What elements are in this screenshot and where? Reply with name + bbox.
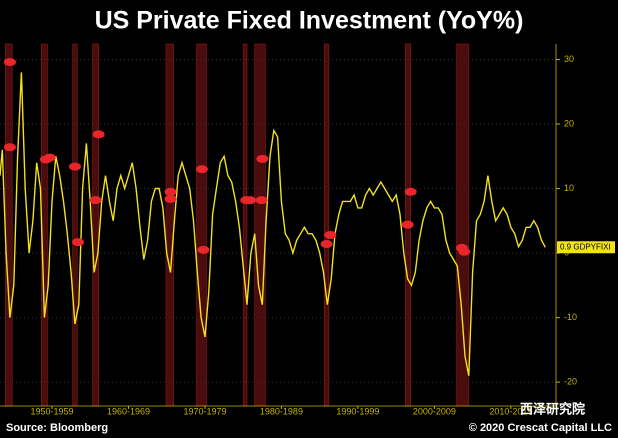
x-tick-label: 1960-1969 bbox=[107, 406, 150, 416]
marker bbox=[458, 247, 471, 256]
y-tick-label: -20 bbox=[564, 376, 577, 386]
marker bbox=[324, 231, 337, 240]
marker bbox=[320, 240, 333, 249]
marker bbox=[92, 130, 105, 139]
recession-band bbox=[5, 43, 13, 407]
recession-band bbox=[242, 43, 248, 407]
marker bbox=[401, 220, 414, 229]
marker bbox=[3, 58, 16, 67]
chart-title: US Private Fixed Investment (YoY%) bbox=[95, 7, 524, 35]
marker bbox=[68, 162, 81, 171]
marker bbox=[164, 187, 177, 196]
recession-band bbox=[456, 43, 470, 407]
recession-band bbox=[323, 43, 330, 407]
recession-band bbox=[196, 43, 207, 407]
recession-band bbox=[92, 43, 99, 407]
marker bbox=[164, 194, 177, 203]
end-label: 0.9 GDPYFIXI bbox=[560, 242, 611, 251]
x-tick-label: 1950-1959 bbox=[30, 406, 73, 416]
recession-band bbox=[165, 43, 174, 407]
marker bbox=[256, 154, 269, 163]
marker bbox=[197, 245, 210, 254]
x-tick-label: 2000-2009 bbox=[413, 406, 456, 416]
marker bbox=[244, 196, 257, 205]
x-tick-label: 1970-1979 bbox=[183, 406, 226, 416]
y-tick-label: 20 bbox=[564, 118, 574, 128]
marker bbox=[72, 238, 85, 247]
data-line bbox=[0, 72, 546, 376]
marker bbox=[404, 187, 417, 196]
y-tick-label: 10 bbox=[564, 183, 574, 193]
x-tick-label: 1990-1999 bbox=[336, 406, 379, 416]
y-tick-label: 30 bbox=[564, 54, 574, 64]
source: Source: Bloomberg bbox=[6, 422, 108, 434]
x-tick-label: 2010-2019 bbox=[489, 406, 532, 416]
watermark: 西泽研究院 bbox=[520, 401, 585, 416]
marker bbox=[195, 165, 208, 174]
marker bbox=[255, 196, 268, 205]
marker bbox=[43, 153, 56, 162]
x-tick-label: 1980-1989 bbox=[260, 406, 303, 416]
recession-band bbox=[72, 43, 78, 407]
end-tag bbox=[557, 241, 615, 254]
y-tick-label: -10 bbox=[564, 312, 577, 322]
copyright: © 2020 Crescat Capital LLC bbox=[469, 422, 612, 434]
marker bbox=[89, 196, 102, 205]
recession-band bbox=[254, 43, 266, 407]
marker bbox=[3, 143, 16, 152]
